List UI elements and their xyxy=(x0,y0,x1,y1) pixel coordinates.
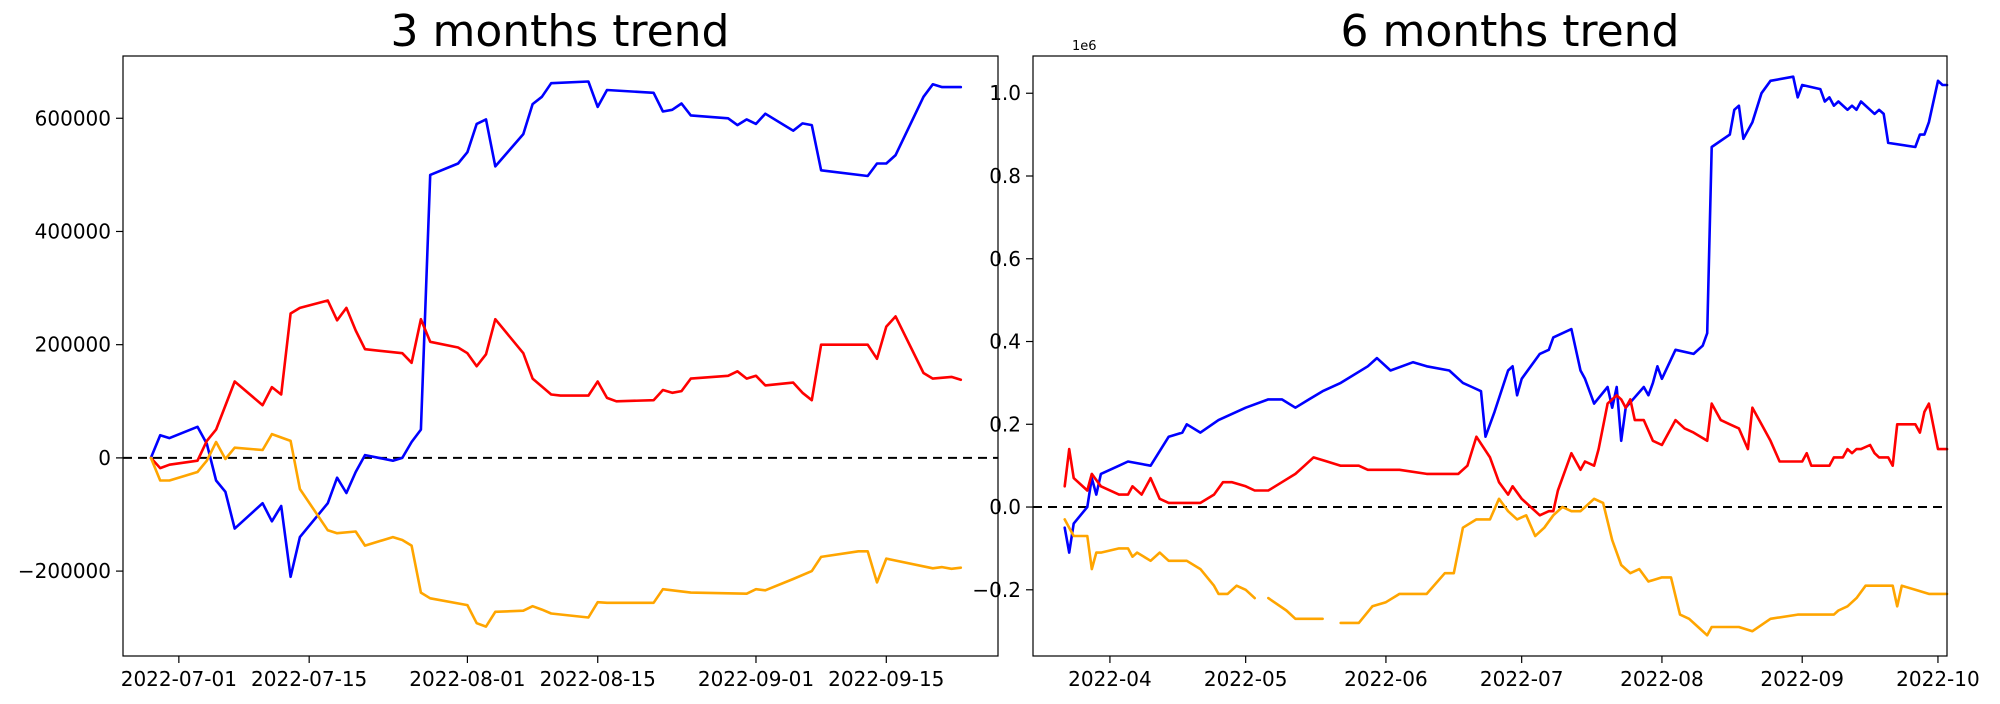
x-tick-label: 2022-07-15 xyxy=(251,667,367,691)
x-tick-label: 2022-08-15 xyxy=(540,667,656,691)
y-tick-label: 0.0 xyxy=(989,495,1021,519)
x-tick-label: 2022-08-01 xyxy=(409,667,525,691)
x-tick-label: 2022-09-15 xyxy=(828,667,944,691)
series-line-1 xyxy=(149,80,963,579)
series-line-3 xyxy=(1063,497,1949,637)
chart-title: 3 months trend xyxy=(391,6,730,57)
y-tick-label: −0.2 xyxy=(972,578,1021,602)
series-line-1 xyxy=(1063,75,1949,554)
chart-title: 6 months trend xyxy=(1341,6,1680,57)
x-tick-label: 2022-09-01 xyxy=(698,667,814,691)
y-tick-label: 400000 xyxy=(35,219,111,243)
y-axis-offset-label: 1e6 xyxy=(1072,39,1097,54)
y-tick-label: 200000 xyxy=(35,333,111,357)
series-line-3 xyxy=(149,432,963,628)
x-tick-label: 2022-09 xyxy=(1760,667,1844,691)
x-tick-label: 2022-10 xyxy=(1896,667,1980,691)
y-tick-label: 0.8 xyxy=(989,164,1021,188)
series-line-2 xyxy=(1063,394,1949,517)
chart-panel-3-months: 3 months trend 2022-07-01 2022-07-15 2022-… xyxy=(18,6,999,691)
y-tick-label: 1.0 xyxy=(989,81,1021,105)
y-tick-label: −200000 xyxy=(18,559,111,583)
chart-panel-6-months: 6 months trend 2022-04 2022-05 2022-06 2022… xyxy=(972,6,1979,691)
plot-frame xyxy=(1032,55,1948,657)
x-tick-label: 2022-07 xyxy=(1480,667,1564,691)
plot-frame xyxy=(122,55,999,657)
x-tick-label: 2022-06 xyxy=(1344,667,1428,691)
y-tick-label: 600000 xyxy=(35,106,111,130)
y-tick-label: 0.6 xyxy=(989,247,1021,271)
x-tick-label: 2022-04 xyxy=(1068,667,1152,691)
y-tick-label: 0.2 xyxy=(989,412,1021,436)
x-tick-label: 2022-05 xyxy=(1204,667,1288,691)
x-tick-label: 2022-07-01 xyxy=(121,667,237,691)
y-tick-label: 0.4 xyxy=(989,330,1021,354)
y-tick-label: 0 xyxy=(98,446,111,470)
series-line-2 xyxy=(149,299,963,470)
x-tick-label: 2022-08 xyxy=(1620,667,1704,691)
